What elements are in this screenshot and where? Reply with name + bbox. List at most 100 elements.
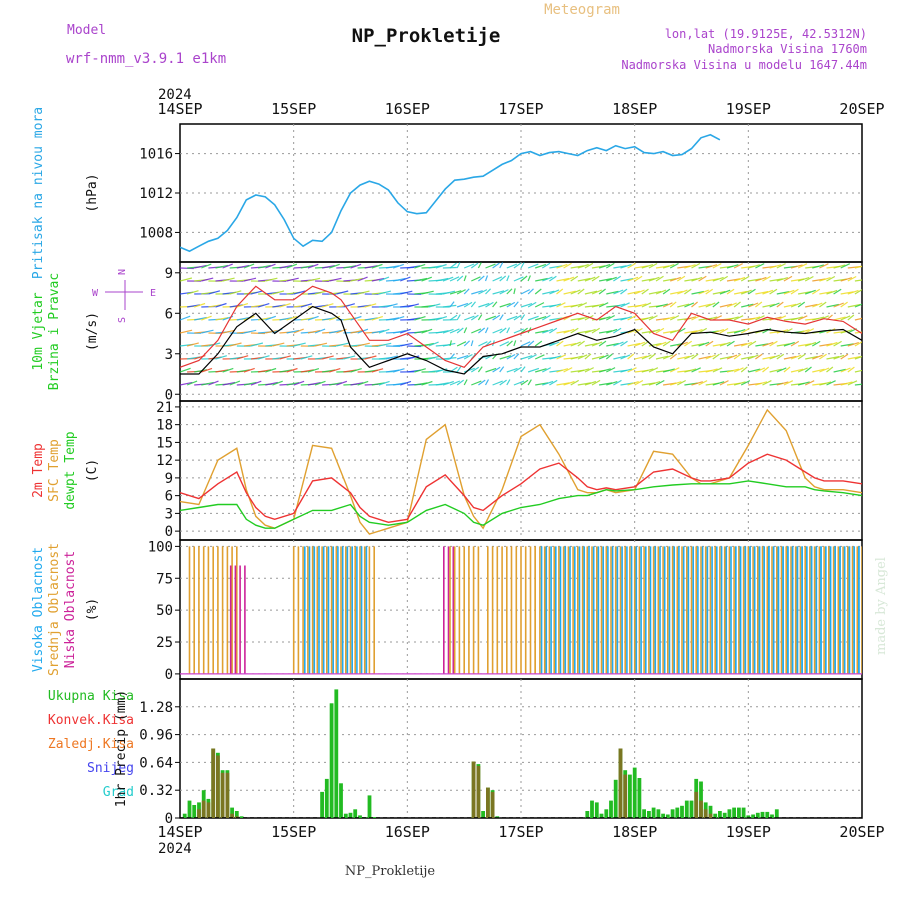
wind-barb: [499, 341, 510, 347]
cloud-unit: (%): [85, 598, 100, 621]
wind-barb: [591, 289, 603, 295]
wind-barb: [442, 342, 456, 347]
wind-barb: [812, 264, 825, 269]
wind-barb: [847, 275, 857, 282]
wind-barb: [279, 264, 293, 269]
wind-barb: [811, 340, 821, 347]
bottom-tick-14SEP: 14SEP: [157, 823, 202, 841]
wind-barb: [307, 329, 321, 334]
wind-barb: [783, 341, 795, 347]
precip-total-bar: [481, 811, 485, 818]
wind-barb: [698, 355, 712, 360]
wind-barb: [762, 275, 771, 282]
wind-barb: [733, 290, 747, 295]
wind-barb: [847, 314, 855, 321]
wind-barb: [819, 367, 830, 373]
wind-barb: [769, 288, 778, 295]
wind-barb: [712, 381, 725, 386]
compass-n: N: [117, 269, 128, 275]
wind-barb: [627, 353, 635, 360]
wind-barb: [634, 379, 644, 386]
wind-barb: [854, 265, 862, 269]
wind-barb: [577, 277, 591, 282]
wind-barb: [748, 368, 761, 373]
wind-barb: [534, 288, 542, 295]
wind-barb: [613, 289, 624, 295]
wind-barb: [556, 302, 566, 308]
wind-barb: [364, 303, 377, 308]
wind-barb: [691, 367, 701, 373]
wind-barb: [620, 340, 628, 347]
wind-barb: [371, 330, 385, 334]
wind-barb: [392, 263, 404, 269]
precip-conv-bar: [694, 791, 699, 818]
wind-barb: [677, 379, 686, 386]
wind-barb: [570, 303, 583, 308]
wind-barb: [520, 289, 531, 295]
precip-total-bar: [684, 800, 689, 818]
wind-barb: [378, 342, 392, 347]
wind-barb: [499, 302, 511, 308]
wind-barb: [513, 276, 524, 282]
wind-barb: [613, 327, 622, 334]
wind-barb: [300, 303, 313, 308]
wind-barb: [542, 367, 552, 373]
wind-barb: [620, 264, 632, 269]
top-tick-17SEP: 17SEP: [498, 100, 543, 118]
wind-barb: [456, 355, 469, 360]
wind-barb: [470, 314, 479, 321]
bottom-date-ticks: 14SEP 15SEP 16SEP 17SEP 18SEP 19SEP 20SEP: [157, 823, 884, 841]
wind-barb: [329, 263, 340, 269]
wind-barb: [776, 277, 788, 282]
wind-barb: [783, 366, 791, 373]
wind-barb: [463, 275, 467, 282]
wind-barb: [833, 316, 846, 321]
wind-barb: [520, 366, 526, 373]
wind-barb: [471, 276, 481, 282]
wind-barb: [563, 276, 575, 282]
wind-barb: [321, 303, 334, 308]
wind-barb: [541, 262, 551, 269]
precip-total-bar: [647, 811, 651, 818]
wind-barb: [399, 276, 411, 282]
wind-barb: [364, 265, 378, 269]
wind-barb: [598, 263, 611, 269]
wind-barb: [648, 315, 658, 321]
wind-barb: [499, 275, 507, 282]
wind-barb: [577, 354, 588, 360]
wind-barb: [243, 277, 257, 282]
wind-barb: [314, 290, 327, 295]
precip-total-bar: [722, 812, 727, 818]
cloud-plot-area: [180, 546, 862, 675]
wind-barb: [804, 275, 814, 282]
wind-barb: [861, 319, 862, 320]
wind-barb: [606, 262, 615, 269]
precip-total-bar: [689, 800, 694, 818]
wind-barb: [250, 290, 263, 295]
wind-barb: [662, 340, 671, 347]
wind-barb: [655, 379, 665, 386]
wind-barb: [520, 314, 526, 321]
wind-barb: [648, 353, 656, 360]
wind-barb: [563, 367, 573, 373]
wind-barb: [726, 302, 737, 308]
precip-total-bar: [230, 807, 234, 818]
wind-barb: [513, 366, 522, 373]
wind-barb: [662, 302, 673, 308]
wind-barb: [257, 355, 270, 360]
wind-barb: [648, 262, 658, 269]
wind-barb: [591, 379, 601, 386]
wind-barb: [477, 366, 483, 373]
precip-total-bar: [713, 813, 718, 818]
precip-conv-bar: [476, 765, 481, 818]
wind-barb: [854, 317, 862, 321]
wind-barb: [655, 327, 665, 334]
wind-barb: [307, 368, 320, 373]
wind-barb: [684, 264, 696, 269]
wind-barb: [698, 341, 710, 347]
pressure-ytick-label: 1016: [139, 147, 173, 163]
wind-barb: [222, 329, 236, 334]
wind-barb: [634, 355, 647, 360]
wind-barb: [286, 277, 299, 282]
wind-barb: [854, 279, 862, 282]
